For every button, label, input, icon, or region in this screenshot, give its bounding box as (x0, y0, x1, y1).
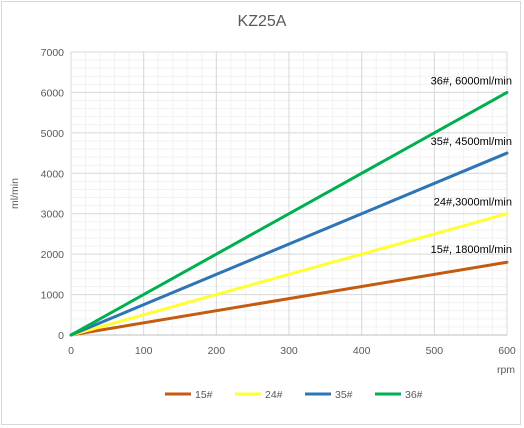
y-tick-label: 1000 (41, 290, 65, 302)
x-tick-label: 200 (208, 345, 226, 357)
x-tick-label: 300 (280, 345, 298, 357)
y-axis-label: ml/min (9, 178, 21, 209)
legend-label-24#: 24# (265, 389, 283, 401)
legend-label-36#: 36# (405, 389, 423, 401)
y-tick-label: 4000 (41, 168, 65, 180)
y-tick-label: 7000 (41, 47, 65, 59)
series-line-24# (69, 212, 509, 337)
x-tick-label: 400 (353, 345, 371, 357)
y-tick-label: 3000 (41, 209, 65, 221)
x-tick-label: 0 (68, 345, 74, 357)
series-line-36# (69, 90, 509, 337)
x-tick-label: 100 (135, 345, 153, 357)
y-tick-label: 5000 (41, 128, 65, 140)
legend: 15# 24# 35# 36# (165, 389, 423, 401)
series-line-15# (69, 260, 509, 337)
grid (70, 51, 508, 336)
series-line-35# (69, 151, 509, 337)
legend-label-35#: 35# (335, 389, 353, 401)
series-lines (69, 90, 509, 337)
legend-label-15#: 15# (195, 389, 213, 401)
y-tick-label: 2000 (41, 249, 65, 261)
axes: 0 100 200 300 400 500 600010002000300040005000… (41, 47, 516, 357)
annotation-15#: 15#, 1800ml/min (431, 244, 512, 256)
x-axis-label: rpm (497, 364, 515, 376)
annotations: 15#, 1800ml/min 24#,3000ml/min 35#, 4500ml… (431, 75, 512, 256)
y-tick-label: 6000 (41, 87, 65, 99)
annotation-35#: 35#, 4500ml/min (431, 136, 512, 148)
x-tick-label: 600 (498, 345, 516, 357)
annotation-36#: 36#, 6000ml/min (431, 75, 512, 87)
x-tick-label: 500 (426, 345, 444, 357)
chart-title: KZ25A (238, 13, 287, 30)
annotation-24#: 24#,3000ml/min (434, 197, 512, 209)
y-tick-label: 0 (58, 330, 64, 342)
